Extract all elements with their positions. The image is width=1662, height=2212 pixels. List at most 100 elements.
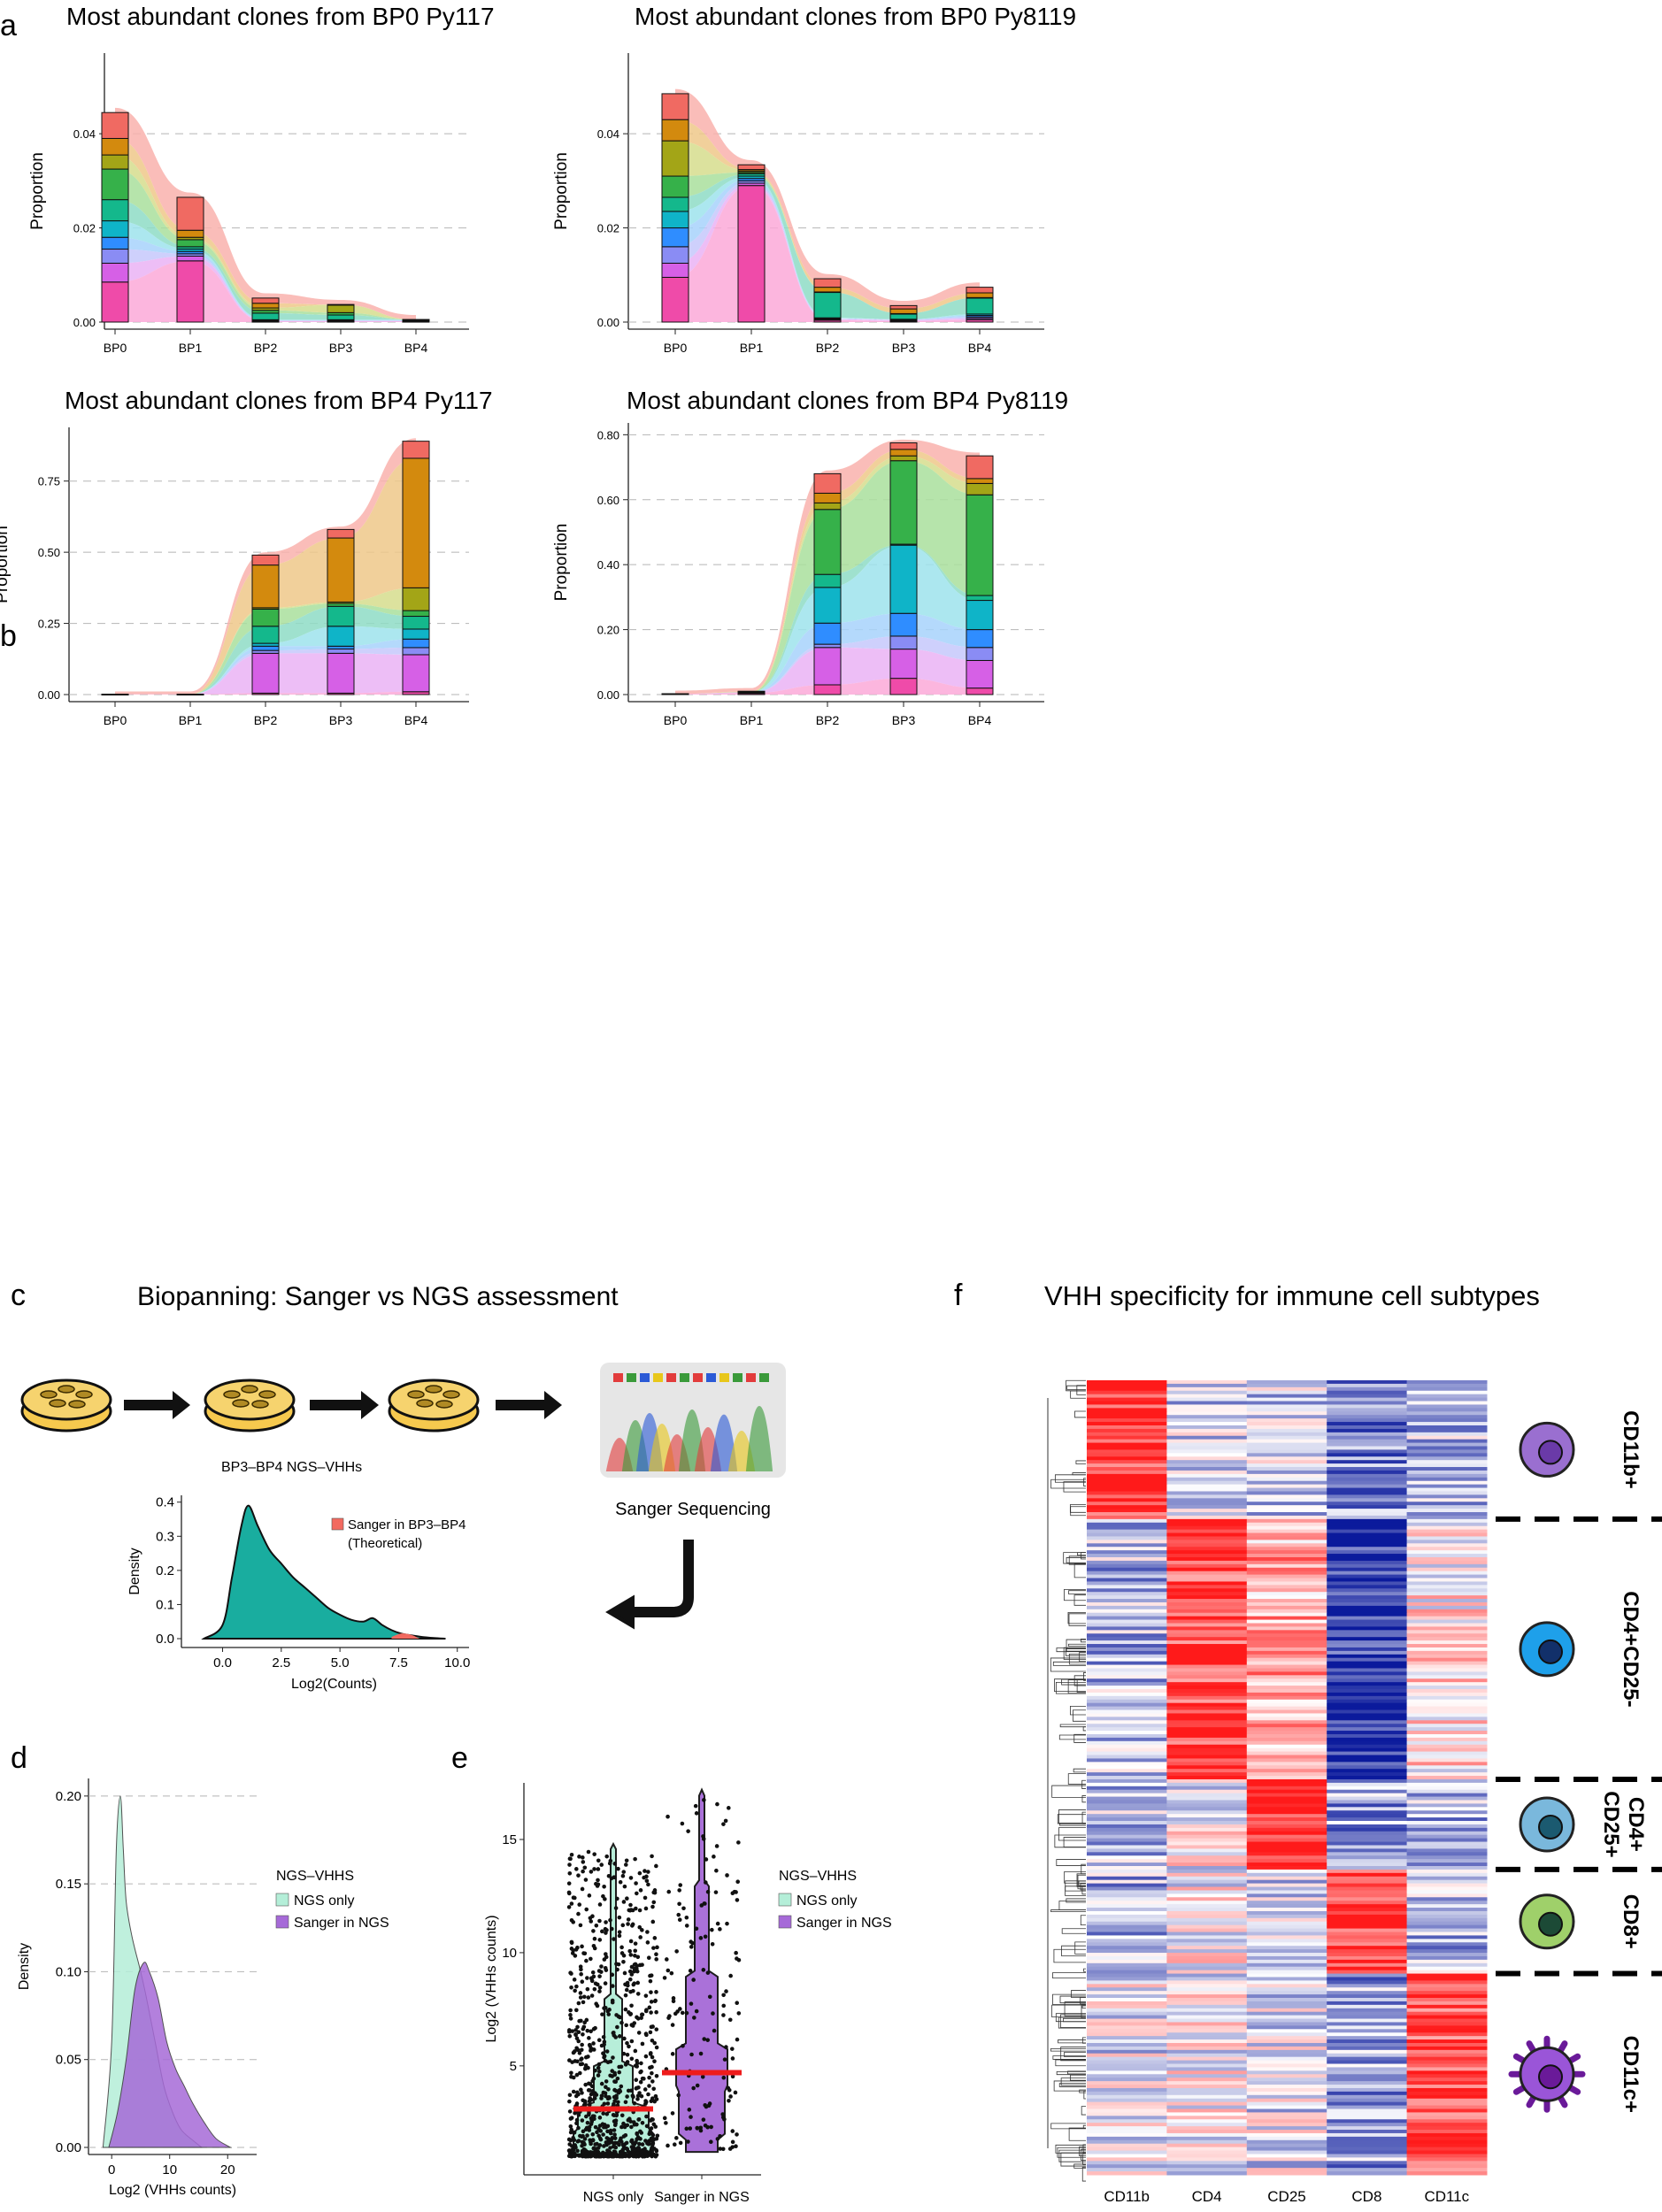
heatmap-cell — [1087, 1751, 1167, 1756]
heatmap-cell — [1327, 2029, 1408, 2033]
data-point — [698, 1936, 704, 1940]
heatmap-cell — [1246, 1612, 1327, 1617]
data-point — [612, 1862, 618, 1866]
heatmap-cell — [1166, 1664, 1248, 1669]
data-point — [605, 2124, 611, 2129]
data-point — [604, 1952, 608, 1956]
heatmap-cell — [1246, 1491, 1327, 1495]
heatmap-cell — [1327, 2098, 1408, 2103]
heatmap-cell — [1246, 2112, 1327, 2116]
heatmap-cell — [1166, 1626, 1248, 1631]
data-point — [615, 1896, 619, 1901]
heatmap-cell — [1087, 1855, 1167, 1860]
heatmap-cell — [1406, 1439, 1488, 1444]
heatmap-cell — [1327, 1390, 1408, 1395]
bar-segment — [889, 635, 918, 650]
heatmap-cell — [1246, 1762, 1327, 1766]
heatmap-cell — [1406, 1668, 1488, 1672]
heatmap-cell — [1246, 1966, 1327, 1971]
petri-dish-lid — [204, 1379, 296, 1421]
heatmap-cell — [1246, 1574, 1327, 1579]
heatmap-cell — [1087, 1917, 1167, 1923]
bar-segment — [966, 600, 994, 631]
data-point — [626, 2088, 631, 2093]
heatmap-cell — [1327, 1394, 1408, 1399]
data-point — [645, 2154, 650, 2158]
heatmap-cell — [1246, 1869, 1327, 1874]
data-point — [568, 2008, 573, 2013]
heatmap-cell — [1166, 1769, 1248, 1773]
heatmap-cell — [1166, 1435, 1248, 1440]
data-point — [599, 2096, 604, 2101]
data-point — [695, 2083, 700, 2088]
y-tick-label: 0.04 — [73, 127, 96, 141]
data-point — [669, 1970, 674, 1976]
y-tick-label: 0.05 — [56, 2053, 81, 2068]
data-point — [635, 2097, 640, 2101]
data-point — [586, 2055, 590, 2059]
heatmap-cell — [1087, 1487, 1167, 1492]
heatmap-cell — [1406, 1449, 1488, 1454]
data-point — [586, 1849, 591, 1855]
data-point — [568, 1970, 573, 1975]
colony — [68, 1400, 86, 1409]
data-point — [627, 2150, 633, 2155]
heatmap-cell — [1327, 1991, 1408, 1995]
heatmap-cell — [1406, 2015, 1488, 2020]
data-point — [569, 2070, 573, 2076]
heatmap-cell — [1327, 2032, 1408, 2037]
heatmap-cell — [1246, 1949, 1327, 1954]
data-point — [635, 1955, 641, 1960]
data-point — [589, 2029, 593, 2034]
heatmap-cell — [1087, 1422, 1167, 1426]
heatmap-cell — [1406, 2081, 1488, 2085]
heatmap-cell — [1166, 1872, 1248, 1878]
chart-title: Biopanning: Sanger vs NGS assessment — [137, 1282, 619, 1311]
heatmap-cell — [1246, 1650, 1327, 1655]
heatmap-cell — [1166, 1883, 1248, 1888]
heatmap-cell — [1166, 1599, 1248, 1603]
bar-segment — [251, 626, 280, 644]
dendrogram-branch — [1077, 1552, 1086, 1555]
heatmap-cell — [1087, 1713, 1167, 1717]
data-point — [604, 2111, 610, 2116]
heatmap-cell — [1327, 1578, 1408, 1582]
data-point — [582, 2137, 588, 2141]
heatmap-cell — [1087, 2001, 1167, 2006]
bar-segment — [101, 262, 129, 283]
heatmap-cell — [1087, 1942, 1167, 1947]
heatmap-cell — [1246, 1640, 1327, 1645]
data-point — [596, 2133, 601, 2139]
heatmap-cell — [1327, 1702, 1408, 1708]
dendrogram-branch — [1059, 1724, 1086, 1728]
heatmap-cell — [1327, 1793, 1408, 1798]
heatmap-cell — [1087, 2150, 1167, 2154]
heatmap-cell — [1166, 2094, 1248, 2100]
data-point — [623, 1993, 628, 1998]
data-point — [651, 1946, 656, 1950]
flow-band — [115, 249, 416, 321]
heatmap-cell — [1087, 1567, 1167, 1572]
heatmap-cell — [1087, 2154, 1167, 2158]
heatmap-cell — [1406, 2108, 1488, 2113]
heatmap-cell — [1327, 2161, 1408, 2165]
heatmap-cell — [1406, 1460, 1488, 1464]
data-point — [604, 2079, 609, 2084]
data-point — [730, 2074, 735, 2079]
colony — [223, 1390, 241, 1399]
heatmap-cell — [1087, 1442, 1167, 1448]
data-point — [689, 1945, 694, 1949]
heatmap-cell — [1406, 1505, 1488, 1509]
heatmap-cell — [1246, 2042, 1327, 2047]
data-point — [619, 2084, 624, 2089]
heatmap-cell — [1327, 1616, 1408, 1621]
chart-b1: Most abundant clones from BP4 Py1170.000… — [0, 387, 493, 727]
data-point — [574, 2072, 580, 2078]
heatmap-cell — [1327, 1404, 1408, 1409]
heatmap-cell — [1327, 1709, 1408, 1714]
data-point — [635, 1891, 639, 1896]
base-call — [733, 1373, 743, 1382]
panel-letter-c: c — [11, 1279, 26, 1312]
heatmap-cell — [1246, 1664, 1327, 1669]
bar-segment — [661, 119, 689, 142]
